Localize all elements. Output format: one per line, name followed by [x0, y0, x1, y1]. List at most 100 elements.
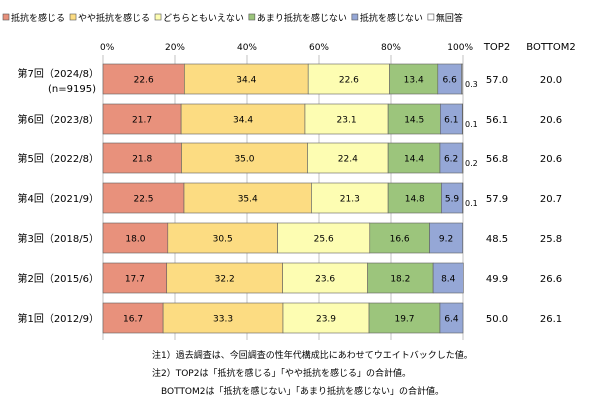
- legend-swatch-5: [351, 13, 359, 21]
- bar-5-2: [167, 222, 278, 254]
- legend-label-4: あまり抵抗を感じない: [257, 12, 347, 24]
- bar-4-1: [102, 182, 185, 214]
- bar-3-2: [181, 142, 308, 174]
- bar-label-3-3: 22.4: [338, 155, 358, 165]
- bar-label-1-4: 13.4: [404, 76, 424, 86]
- bar-2-2: [180, 103, 306, 135]
- bar-label-7-5: 6.4: [444, 315, 459, 325]
- bar-label-4-4: 14.8: [405, 195, 425, 205]
- bar-label-2-4: 14.5: [404, 116, 424, 126]
- bar-7-5: [439, 302, 464, 334]
- bar-label-6-3: 23.6: [315, 275, 335, 285]
- bar-2-4: [387, 103, 441, 135]
- legend-swatch-6: [427, 13, 435, 21]
- legend-label-2: やや抵抗を感じる: [78, 12, 150, 24]
- bar-label-5-2: 30.5: [213, 235, 233, 245]
- legend-label-1: 抵抗を感じる: [11, 12, 65, 24]
- bar-label-4-6: 0.1: [465, 199, 478, 208]
- bar-label-1-3: 22.6: [339, 76, 359, 86]
- bar-label-7-3: 23.9: [316, 315, 336, 325]
- bottom2-value-6: 26.6: [540, 274, 562, 285]
- bar-label-1-1: 22.6: [134, 76, 154, 86]
- top2-value-7: 50.0: [486, 314, 508, 325]
- bar-label-1-6: 0.3: [465, 80, 478, 89]
- bar-4-2: [183, 182, 312, 214]
- category-label-3: 第5回（2022/8）: [17, 152, 99, 165]
- category-label-4: 第4回（2021/9）: [17, 192, 99, 205]
- top2-value-6: 49.9: [486, 274, 508, 285]
- bottom2-value-2: 20.6: [540, 115, 562, 126]
- legend: 抵抗を感じる やや抵抗を感じる どちらともいえない あまり抵抗を感じない 抵抗を感じない…: [2, 12, 463, 24]
- bar-1-1: [102, 63, 185, 95]
- bar-label-1-2: 34.4: [236, 76, 256, 86]
- bar-6-3: [282, 262, 368, 294]
- category-labels: 第7回（2024/8） (n=9195) 第6回（2023/8） 第5回（2022/8…: [17, 67, 99, 325]
- x-axis-ticks: 0% 20% 40% 60% 80% 100%: [100, 43, 473, 53]
- bar-label-2-5: 6.1: [444, 116, 458, 126]
- bar-label-6-1: 17.7: [125, 275, 145, 285]
- bar-label-2-1: 21.7: [132, 116, 152, 126]
- bar-2-3: [304, 103, 389, 135]
- x-tick-label-4: 60%: [309, 43, 329, 53]
- bar-5-1: [102, 222, 169, 254]
- bar-label-3-1: 21.8: [132, 155, 152, 165]
- bar-1-6: [461, 63, 463, 95]
- category-label-5: 第3回（2018/5）: [17, 232, 99, 245]
- bar-label-2-3: 23.1: [337, 116, 357, 126]
- bar-5-4: [369, 222, 430, 254]
- bar-label-5-1: 18.0: [125, 235, 145, 245]
- bar-3-6: [461, 142, 464, 174]
- note-3: BOTTOM2は「抵抗を感じない」「あまり抵抗を感じない」の合計値。: [161, 385, 444, 397]
- bar-label-3-4: 14.4: [404, 155, 424, 165]
- bar-5-5: [429, 222, 463, 254]
- category-label-2: 第6回（2023/8）: [17, 113, 99, 126]
- summary-values: 57.0 20.0 56.1 20.6 56.8 20.6 57.9 20.7 48.5 25.8…: [486, 75, 562, 325]
- legend-label-6: 無回答: [436, 12, 463, 24]
- bar-5-3: [277, 222, 371, 254]
- bar-label-3-2: 35.0: [234, 155, 254, 165]
- bar-label-3-5: 6.2: [444, 155, 458, 165]
- legend-label-3: どちらともいえない: [163, 13, 244, 24]
- bar-label-7-4: 19.7: [394, 315, 414, 325]
- footnotes: 注1）過去調査は、今回調査の性年代構成比にあわせてウエイトバックした値。注2）T…: [152, 349, 473, 397]
- category-label-6: 第2回（2015/6）: [17, 272, 99, 285]
- bar-label-6-2: 32.2: [215, 275, 235, 285]
- x-tick-label-5: 80%: [381, 43, 401, 53]
- bars: 22.6 34.4 22.6 13.4 6.6 0.3 21.7 34.4 23.1 14.5 6.…: [102, 63, 478, 334]
- bar-label-4-1: 22.5: [133, 195, 153, 205]
- bar-7-3: [282, 302, 370, 334]
- top2-value-4: 57.9: [486, 194, 508, 205]
- column-headers: TOP2 BOTTOM2: [483, 42, 576, 53]
- legend-swatch-3: [154, 13, 162, 21]
- top2-value-3: 56.8: [486, 154, 508, 165]
- x-tick-label-3: 40%: [237, 43, 257, 53]
- top2-value-5: 48.5: [486, 234, 508, 245]
- header-bottom2: BOTTOM2: [526, 42, 575, 53]
- bar-label-5-4: 16.6: [390, 235, 410, 245]
- category-label-7: 第1回（2012/9）: [17, 312, 99, 325]
- legend-swatch-1: [2, 13, 10, 21]
- top2-value-2: 56.1: [486, 115, 508, 126]
- bar-label-4-2: 35.4: [238, 195, 258, 205]
- bar-label-7-1: 16.7: [123, 315, 143, 325]
- bar-3-1: [102, 142, 182, 174]
- category-label-1: 第7回（2024/8）: [17, 67, 99, 80]
- x-tick-label-6: 100%: [447, 43, 473, 53]
- bar-1-4: [389, 63, 439, 95]
- legend-swatch-4: [248, 13, 256, 21]
- bar-label-4-3: 21.3: [340, 195, 360, 205]
- bottom2-value-3: 20.6: [540, 154, 562, 165]
- bar-label-6-4: 18.2: [390, 275, 410, 285]
- x-tick-label-2: 20%: [165, 43, 185, 53]
- bottom2-value-4: 20.7: [540, 194, 562, 205]
- top2-value-1: 57.0: [486, 75, 508, 86]
- bar-3-4: [387, 142, 441, 174]
- bar-label-5-3: 25.6: [314, 235, 334, 245]
- bar-label-1-5: 6.6: [443, 76, 458, 86]
- bar-2-1: [102, 103, 182, 135]
- legend-swatch-2: [69, 13, 77, 21]
- bar-label-2-6: 0.1: [465, 120, 478, 129]
- bottom2-value-5: 25.8: [540, 234, 562, 245]
- bar-7-1: [102, 302, 164, 334]
